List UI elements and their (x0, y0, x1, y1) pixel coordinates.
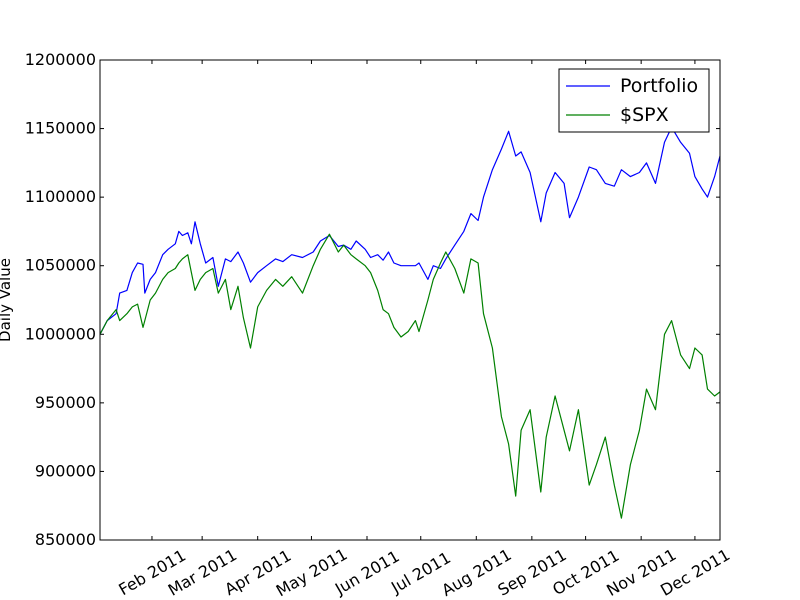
y-tick-label: 1100000 (25, 187, 96, 206)
y-axis-label: Daily Value (0, 258, 14, 342)
legend-box (558, 68, 710, 133)
series-line-spx (99, 233, 721, 519)
y-tick-label: 1000000 (25, 324, 96, 343)
series-line-portfolio (99, 126, 721, 335)
y-tick-label: 1200000 (25, 50, 96, 69)
plot-area (100, 60, 720, 540)
y-tick-label: 1150000 (25, 119, 96, 138)
y-tick-label: 900000 (35, 461, 96, 480)
y-tick-labels: 850000 900000 950000 1000000 1050000 1100000 1… (25, 50, 96, 549)
series-lines (99, 126, 721, 519)
legend: Portfolio $SPX (558, 68, 710, 133)
y-tick-label: 1050000 (25, 256, 96, 275)
y-tick-label: 850000 (35, 530, 96, 549)
legend-label-spx: $SPX (620, 104, 669, 126)
legend-label-portfolio: Portfolio (620, 75, 698, 97)
y-tick-label: 950000 (35, 393, 96, 412)
plot-frame (99, 59, 721, 541)
